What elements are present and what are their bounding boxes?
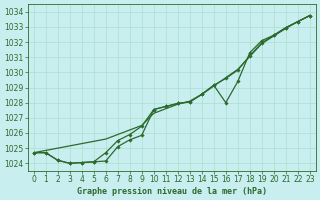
X-axis label: Graphe pression niveau de la mer (hPa): Graphe pression niveau de la mer (hPa) (77, 187, 267, 196)
